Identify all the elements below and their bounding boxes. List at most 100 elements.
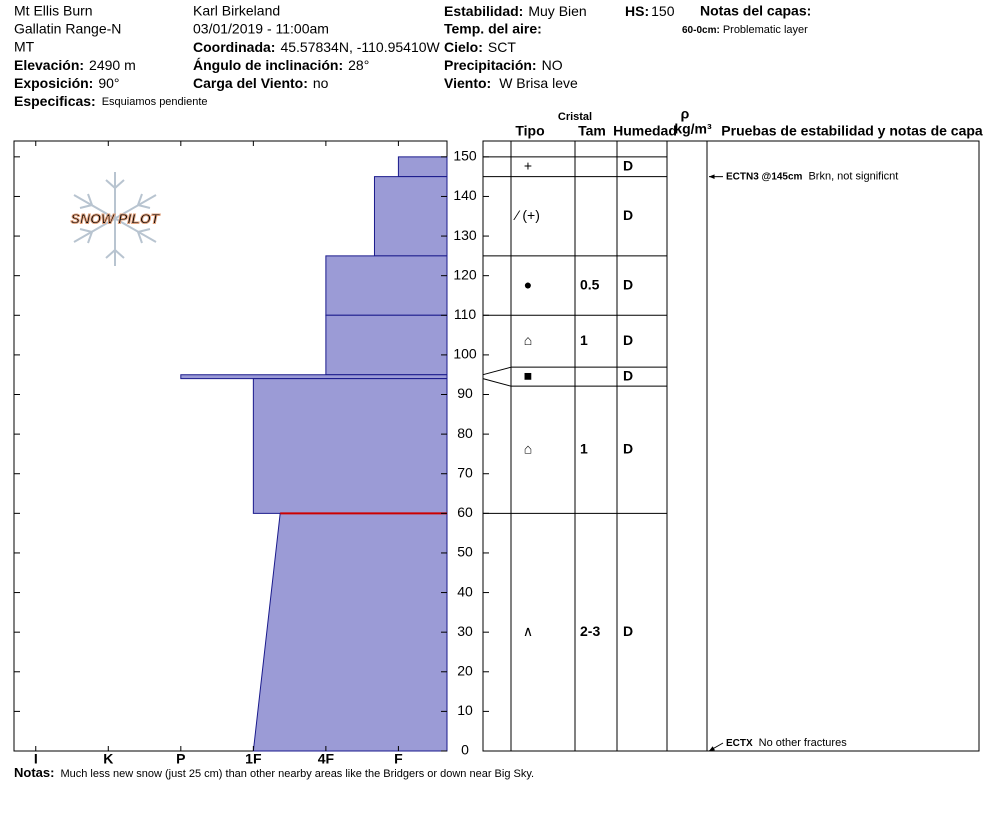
y-tick-label: 100	[453, 346, 477, 362]
row-connector	[482, 366, 512, 376]
layer	[325, 314, 448, 376]
y-tick-label: 90	[457, 385, 473, 401]
layer	[325, 255, 448, 316]
air-temp: Temp. del aire:	[444, 21, 542, 37]
y-tick-label: 60	[457, 504, 473, 520]
col-header: Tipo	[515, 123, 544, 139]
grain-type: ■	[524, 367, 532, 383]
layer-notes-title: Notas del capas:	[700, 3, 811, 19]
moisture: D	[623, 623, 633, 639]
value: Esquiamos pendiente	[102, 96, 208, 108]
row-connector	[482, 378, 512, 387]
note: Problematic layer	[723, 24, 808, 36]
label: Elevación:	[14, 57, 84, 73]
y-tick-label: 20	[457, 662, 473, 678]
wind-loading: Carga del Viento: no	[193, 75, 329, 91]
range: 60-0cm:	[682, 25, 720, 36]
flake	[136, 228, 151, 244]
col-header: ρ	[681, 106, 690, 122]
layer	[373, 176, 448, 257]
y-tick-label: 150	[453, 148, 477, 164]
grain-type: ⌂	[524, 332, 532, 348]
y-tick-label: 70	[457, 464, 473, 480]
datetime: 03/01/2019 - 11:00am	[193, 21, 329, 37]
label: Ángulo de inclinación:	[193, 57, 343, 73]
text: Much less new snow (just 25 cm) than oth…	[60, 768, 534, 780]
y-tick-label: 50	[457, 544, 473, 560]
test: ECTN3 @145cm Brkn, not significnt	[726, 171, 898, 183]
flake	[136, 193, 151, 209]
test-arrowhead	[709, 746, 715, 751]
table-frame	[482, 140, 980, 752]
value: 28°	[348, 57, 369, 73]
grain-type: ∧	[523, 623, 533, 639]
col-header: Tam	[578, 123, 606, 139]
y-tick-label: 110	[454, 306, 477, 322]
moisture: D	[623, 276, 633, 292]
label: Carga del Viento:	[193, 75, 308, 91]
label: Notas:	[14, 765, 54, 780]
coords: Coordinada: 45.57834N, -110.95410W	[193, 39, 441, 55]
moisture: D	[623, 367, 633, 383]
col-header: Cristal	[558, 111, 592, 123]
x-tick-label: P	[176, 751, 185, 767]
grain-type: ⁄ (+)	[513, 207, 540, 223]
y-tick-label: 140	[453, 187, 477, 203]
label: HS:	[625, 3, 649, 19]
flake	[79, 193, 94, 209]
col-header: Pruebas de estabilidad y notas de capa	[721, 123, 983, 139]
moisture: D	[623, 332, 633, 348]
layer	[180, 374, 448, 380]
y-tick-label: 40	[457, 583, 473, 599]
aspect: Exposición: 90°	[14, 75, 120, 91]
label: Especificas:	[14, 93, 96, 109]
col-header: kg/m³	[674, 121, 712, 137]
value: 150	[651, 3, 675, 19]
flake	[105, 179, 125, 190]
hs: HS: 150	[625, 3, 675, 19]
table-columns	[510, 141, 708, 751]
y-tick-label: 120	[453, 266, 477, 282]
test-code: ECTN3 @145cm	[726, 171, 803, 182]
value: W Brisa leve	[499, 75, 578, 91]
x-tick-label: 1F	[245, 751, 262, 767]
grain-size: 0.5	[580, 276, 600, 292]
label: Coordinada:	[193, 39, 275, 55]
y-tick-label: 80	[457, 425, 473, 441]
label: Estabilidad:	[444, 3, 523, 19]
y-tick-label: 130	[453, 227, 477, 243]
specifics: Especificas: Esquiamos pendiente	[14, 93, 208, 109]
x-tick-label: K	[103, 751, 113, 767]
grain-type: ⌂	[524, 440, 532, 456]
flake	[73, 194, 157, 243]
value: 2490 m	[89, 57, 136, 73]
location: Mt Ellis Burn	[14, 3, 93, 19]
stability: Estabilidad: Muy Bien	[444, 3, 587, 19]
layer	[252, 512, 448, 752]
moisture: D	[623, 440, 633, 456]
value: SCT	[488, 39, 516, 55]
grain-size: 1	[580, 440, 588, 456]
grain-type: +	[524, 157, 532, 173]
label: Precipitación:	[444, 57, 537, 73]
x-tick-label: F	[394, 751, 403, 767]
slope: Ángulo de inclinación: 28°	[193, 57, 369, 73]
value: 90°	[98, 75, 119, 91]
label: Exposición:	[14, 75, 93, 91]
moisture: D	[623, 157, 633, 173]
value: no	[313, 75, 329, 91]
observer: Karl Birkeland	[193, 3, 280, 19]
layer	[252, 378, 448, 514]
x-tick-label: 4F	[318, 751, 335, 767]
value: Muy Bien	[528, 3, 586, 19]
x-tick-label: I	[34, 751, 38, 767]
test-code: ECTX	[726, 738, 753, 749]
y-tick-label: 0	[461, 742, 469, 758]
layer-note: 60-0cm: Problematic layer	[682, 24, 808, 36]
wind: Viento: W Brisa leve	[444, 75, 578, 91]
y-tick-label: 10	[457, 702, 473, 718]
grain-type: ●	[524, 276, 532, 292]
state: MT	[14, 39, 35, 55]
moisture: D	[623, 207, 633, 223]
